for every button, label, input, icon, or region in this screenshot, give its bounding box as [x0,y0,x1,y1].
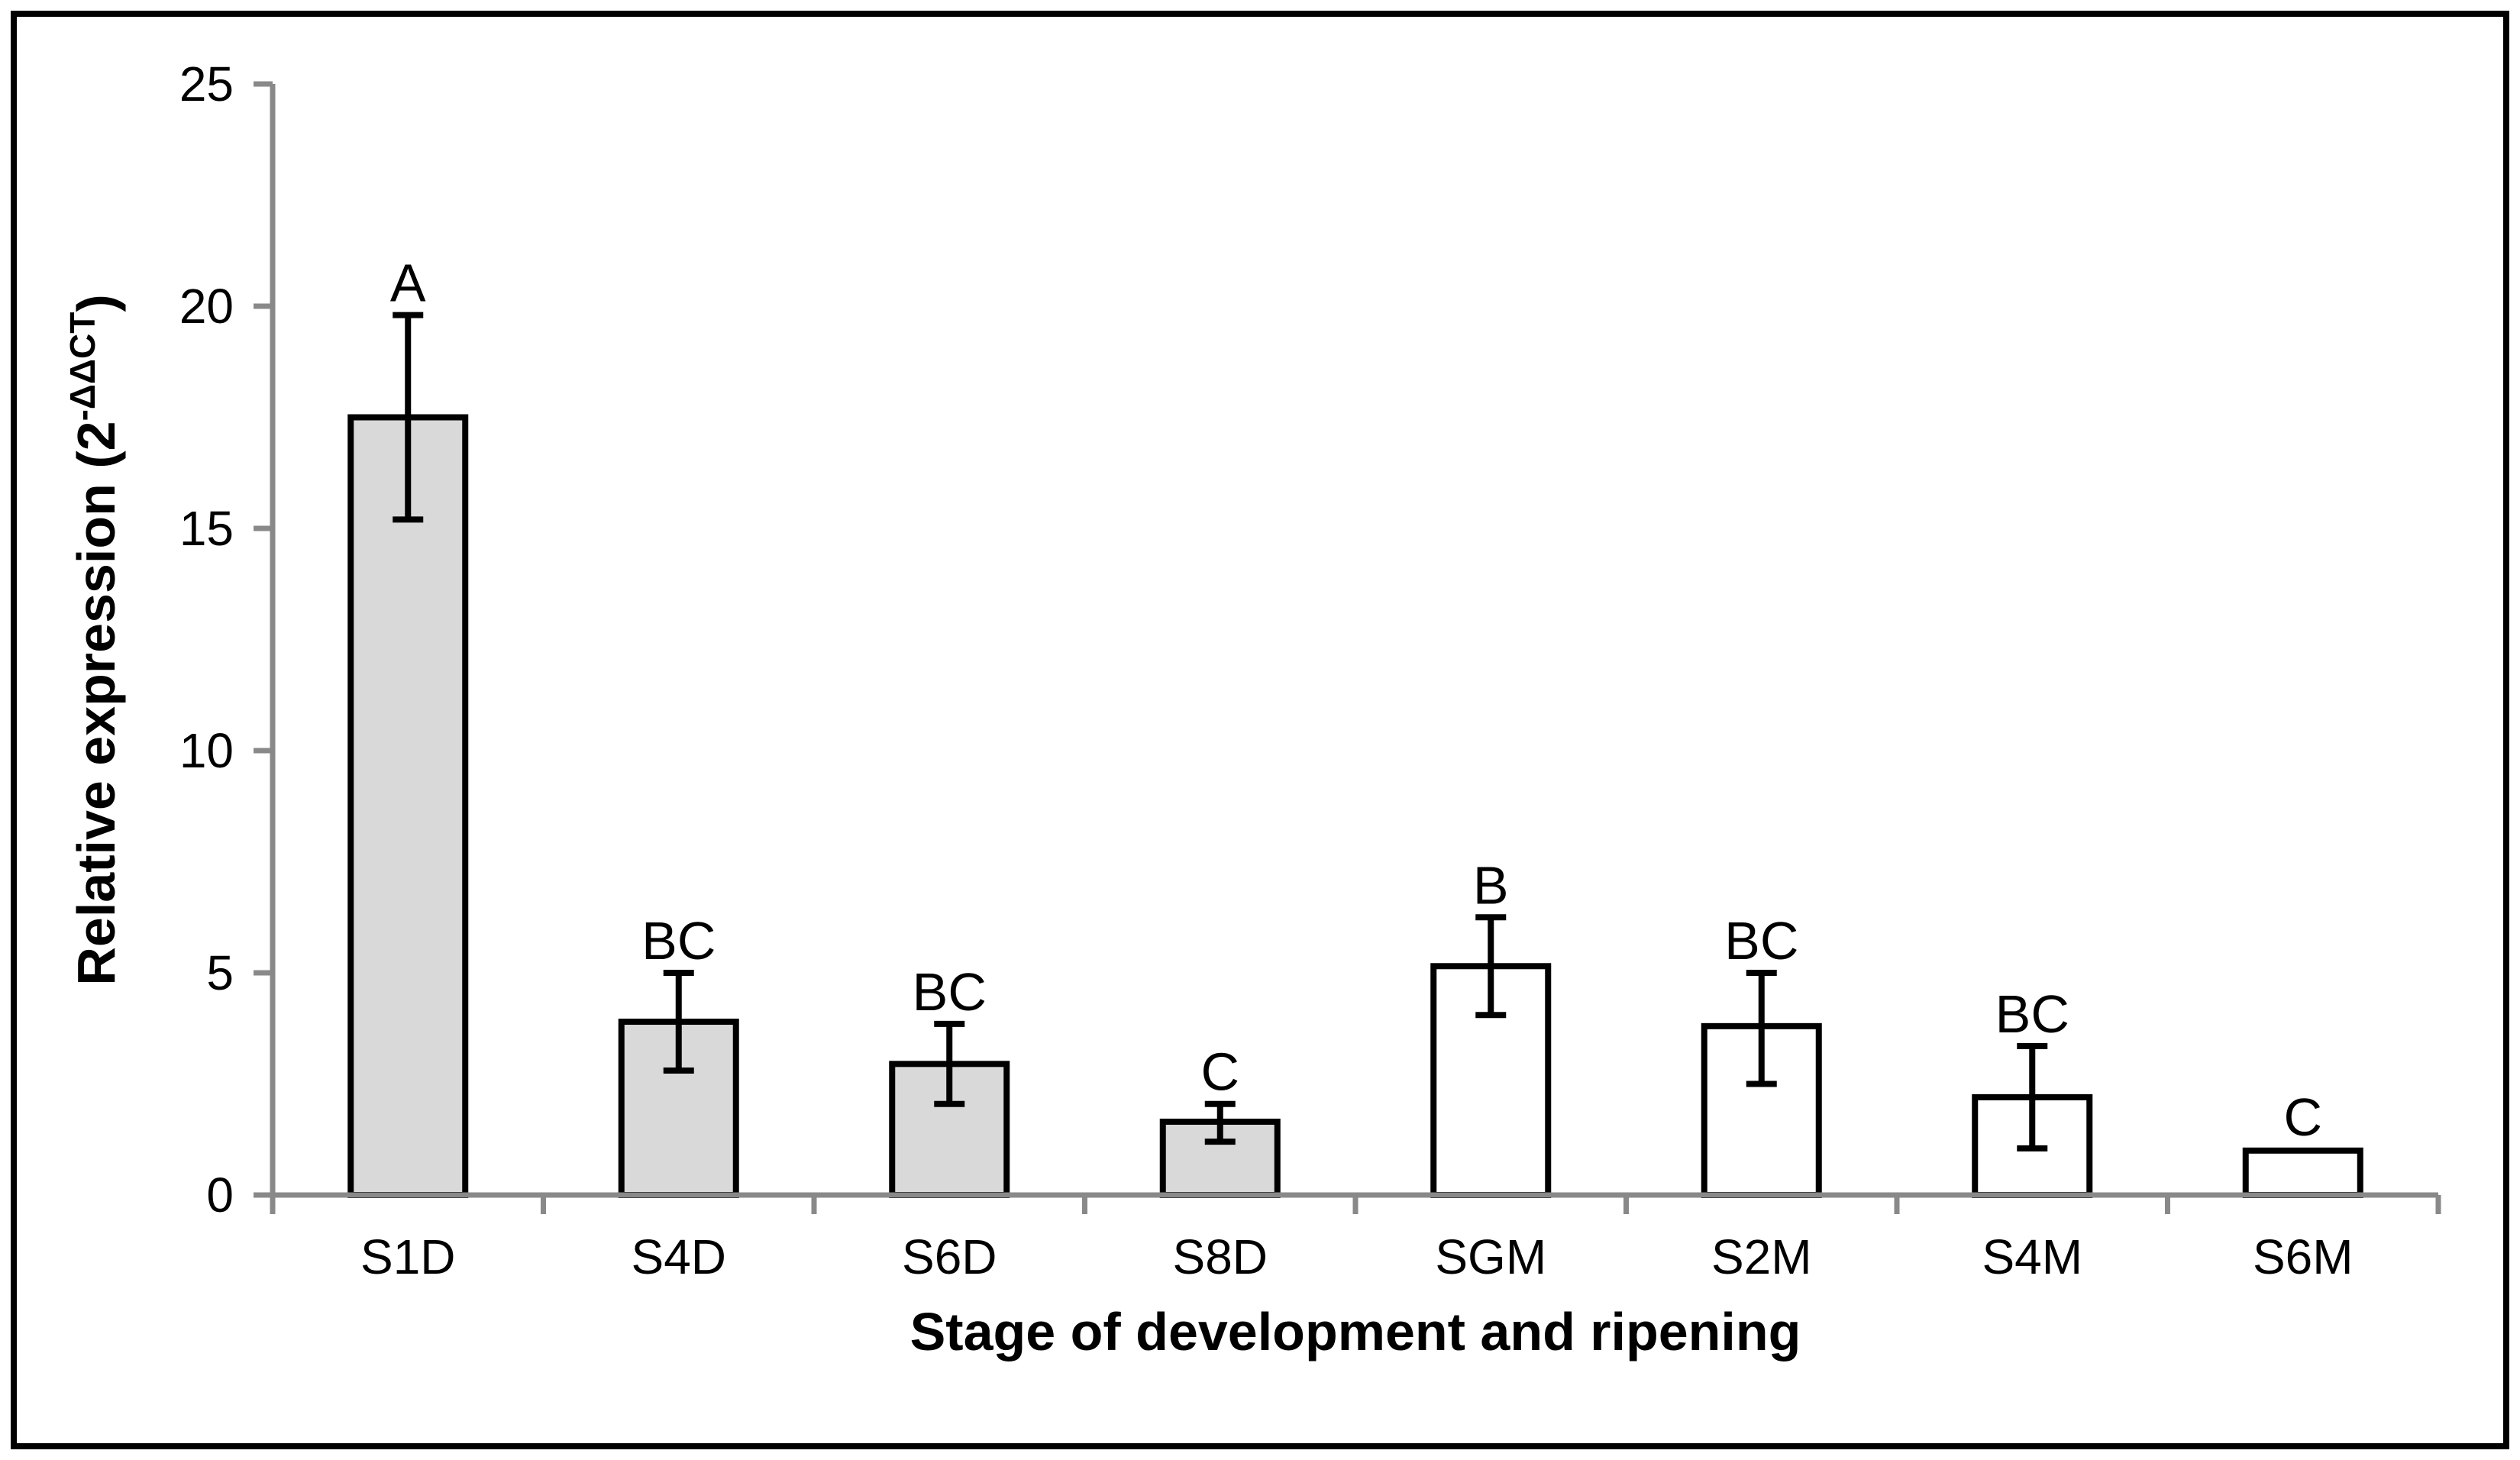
error-bar-S2M [1746,970,1777,1087]
bar-S6M [2242,1147,2363,1199]
sig-letter-S2M: BC [1724,911,1798,971]
sig-letter-S6D: BC [913,962,987,1022]
x-axis-title: Stage of development and ripening [910,1302,1801,1361]
figure-border [11,11,2509,1449]
y-tick-label-25: 25 [179,57,234,111]
y-tick-label-15: 15 [179,501,234,556]
sig-letter-S8D: C [1200,1042,1239,1102]
x-tick-label-S8D: S8D [1173,1229,1268,1284]
y-tick-label-5: 5 [206,945,234,1000]
bars-layer: A BC BC C B BC BC C [347,254,2363,1199]
bar-S1D [347,414,469,1198]
y-axis-title: Relative expression (2-ΔΔCT) [63,294,126,985]
y-tick-label-0: 0 [206,1168,234,1223]
error-bar-S4D [663,970,694,1074]
x-tick-label-S4M: S4M [1982,1229,2082,1284]
x-tick-label-S4D: S4D [632,1229,727,1284]
sig-letter-S6M: C [2283,1087,2322,1147]
error-bar-S8D [1204,1100,1236,1145]
x-tick-label-SGM: SGM [1435,1229,1546,1284]
x-tick-label-S2M: S2M [1711,1229,1812,1284]
error-bar-S6D [934,1020,965,1107]
error-bar-SGM [1475,914,1507,1019]
error-bar-S1D [393,312,424,523]
sig-letter-S4M: BC [1995,984,2069,1044]
sig-letter-S4D: BC [641,911,716,971]
sig-letter-SGM: B [1473,855,1509,915]
y-tick-label-10: 10 [179,723,234,778]
x-tick-label-S1D: S1D [360,1229,456,1284]
x-tick-label-S6D: S6D [902,1229,997,1284]
sig-letter-S1D: A [390,254,426,313]
y-tick-label-20: 20 [179,279,234,334]
error-bar-S4M [2017,1043,2048,1152]
axes-layer [254,81,2441,1214]
x-tick-label-S6M: S6M [2253,1229,2354,1284]
